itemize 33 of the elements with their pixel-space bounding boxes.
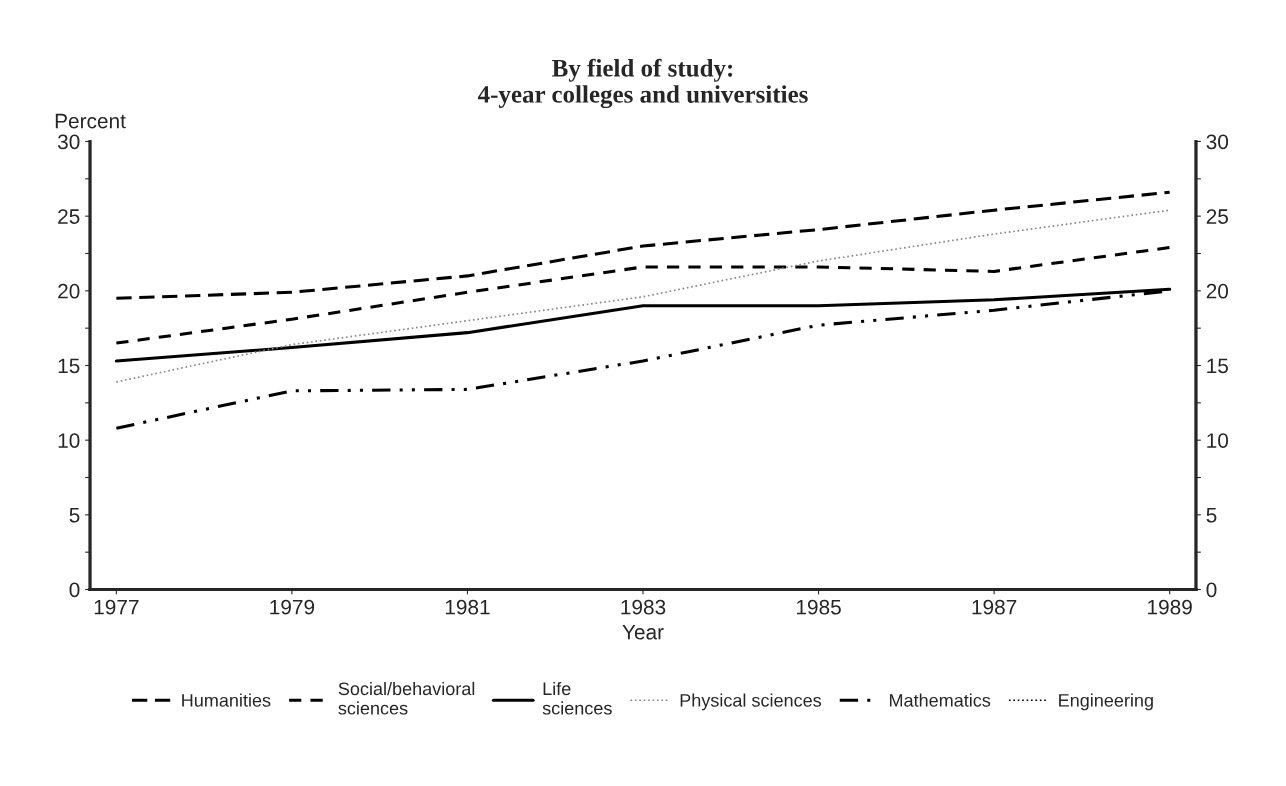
y-tick-label: 15	[58, 358, 80, 374]
y-tick-label: 20	[58, 283, 80, 299]
legend-label: Social/behavioral sciences	[338, 681, 475, 715]
x-tick-label: 1985	[796, 599, 841, 615]
y2-tick-label: 0	[1206, 582, 1217, 598]
y2-tick-label: 25	[1206, 209, 1228, 224]
y-tick-label: 0	[69, 582, 80, 598]
x-axis-title: Year	[622, 624, 664, 640]
y2-tick-label: 20	[1206, 283, 1229, 299]
x-tick-label: 1977	[94, 599, 139, 615]
y-tick-label: 5	[69, 508, 80, 523]
y2-tick-label: 5	[1206, 508, 1217, 523]
legend-label: Mathematics	[889, 693, 991, 707]
x-tick-label: 1979	[270, 599, 315, 615]
legend-label: Engineering	[1059, 693, 1153, 711]
chart-title: By field of study: 4-year colleges and universities	[477, 58, 808, 109]
y2-tick-label: 15	[1207, 358, 1228, 374]
legend-label: Life sciences	[542, 681, 612, 715]
y2-tick-label: 30	[1206, 134, 1229, 150]
legend-label: Physical sciences	[680, 693, 822, 711]
legend-label: Humanities	[182, 693, 271, 707]
x-tick-label: 1981	[445, 599, 490, 615]
y-tick-label: 30	[57, 134, 80, 150]
x-tick-label: 1987	[972, 599, 1017, 615]
y2-tick-label: 10	[1207, 433, 1229, 448]
y-tick-label: 25	[58, 209, 80, 224]
x-tick-label: 1989	[1148, 599, 1192, 615]
line-series	[114, 190, 1172, 300]
y-axis-title: Percent	[55, 113, 126, 129]
line-series	[114, 245, 1172, 345]
line-series	[115, 209, 1171, 383]
y-tick-label: 10	[58, 433, 80, 448]
x-tick-label: 1983	[621, 599, 666, 615]
